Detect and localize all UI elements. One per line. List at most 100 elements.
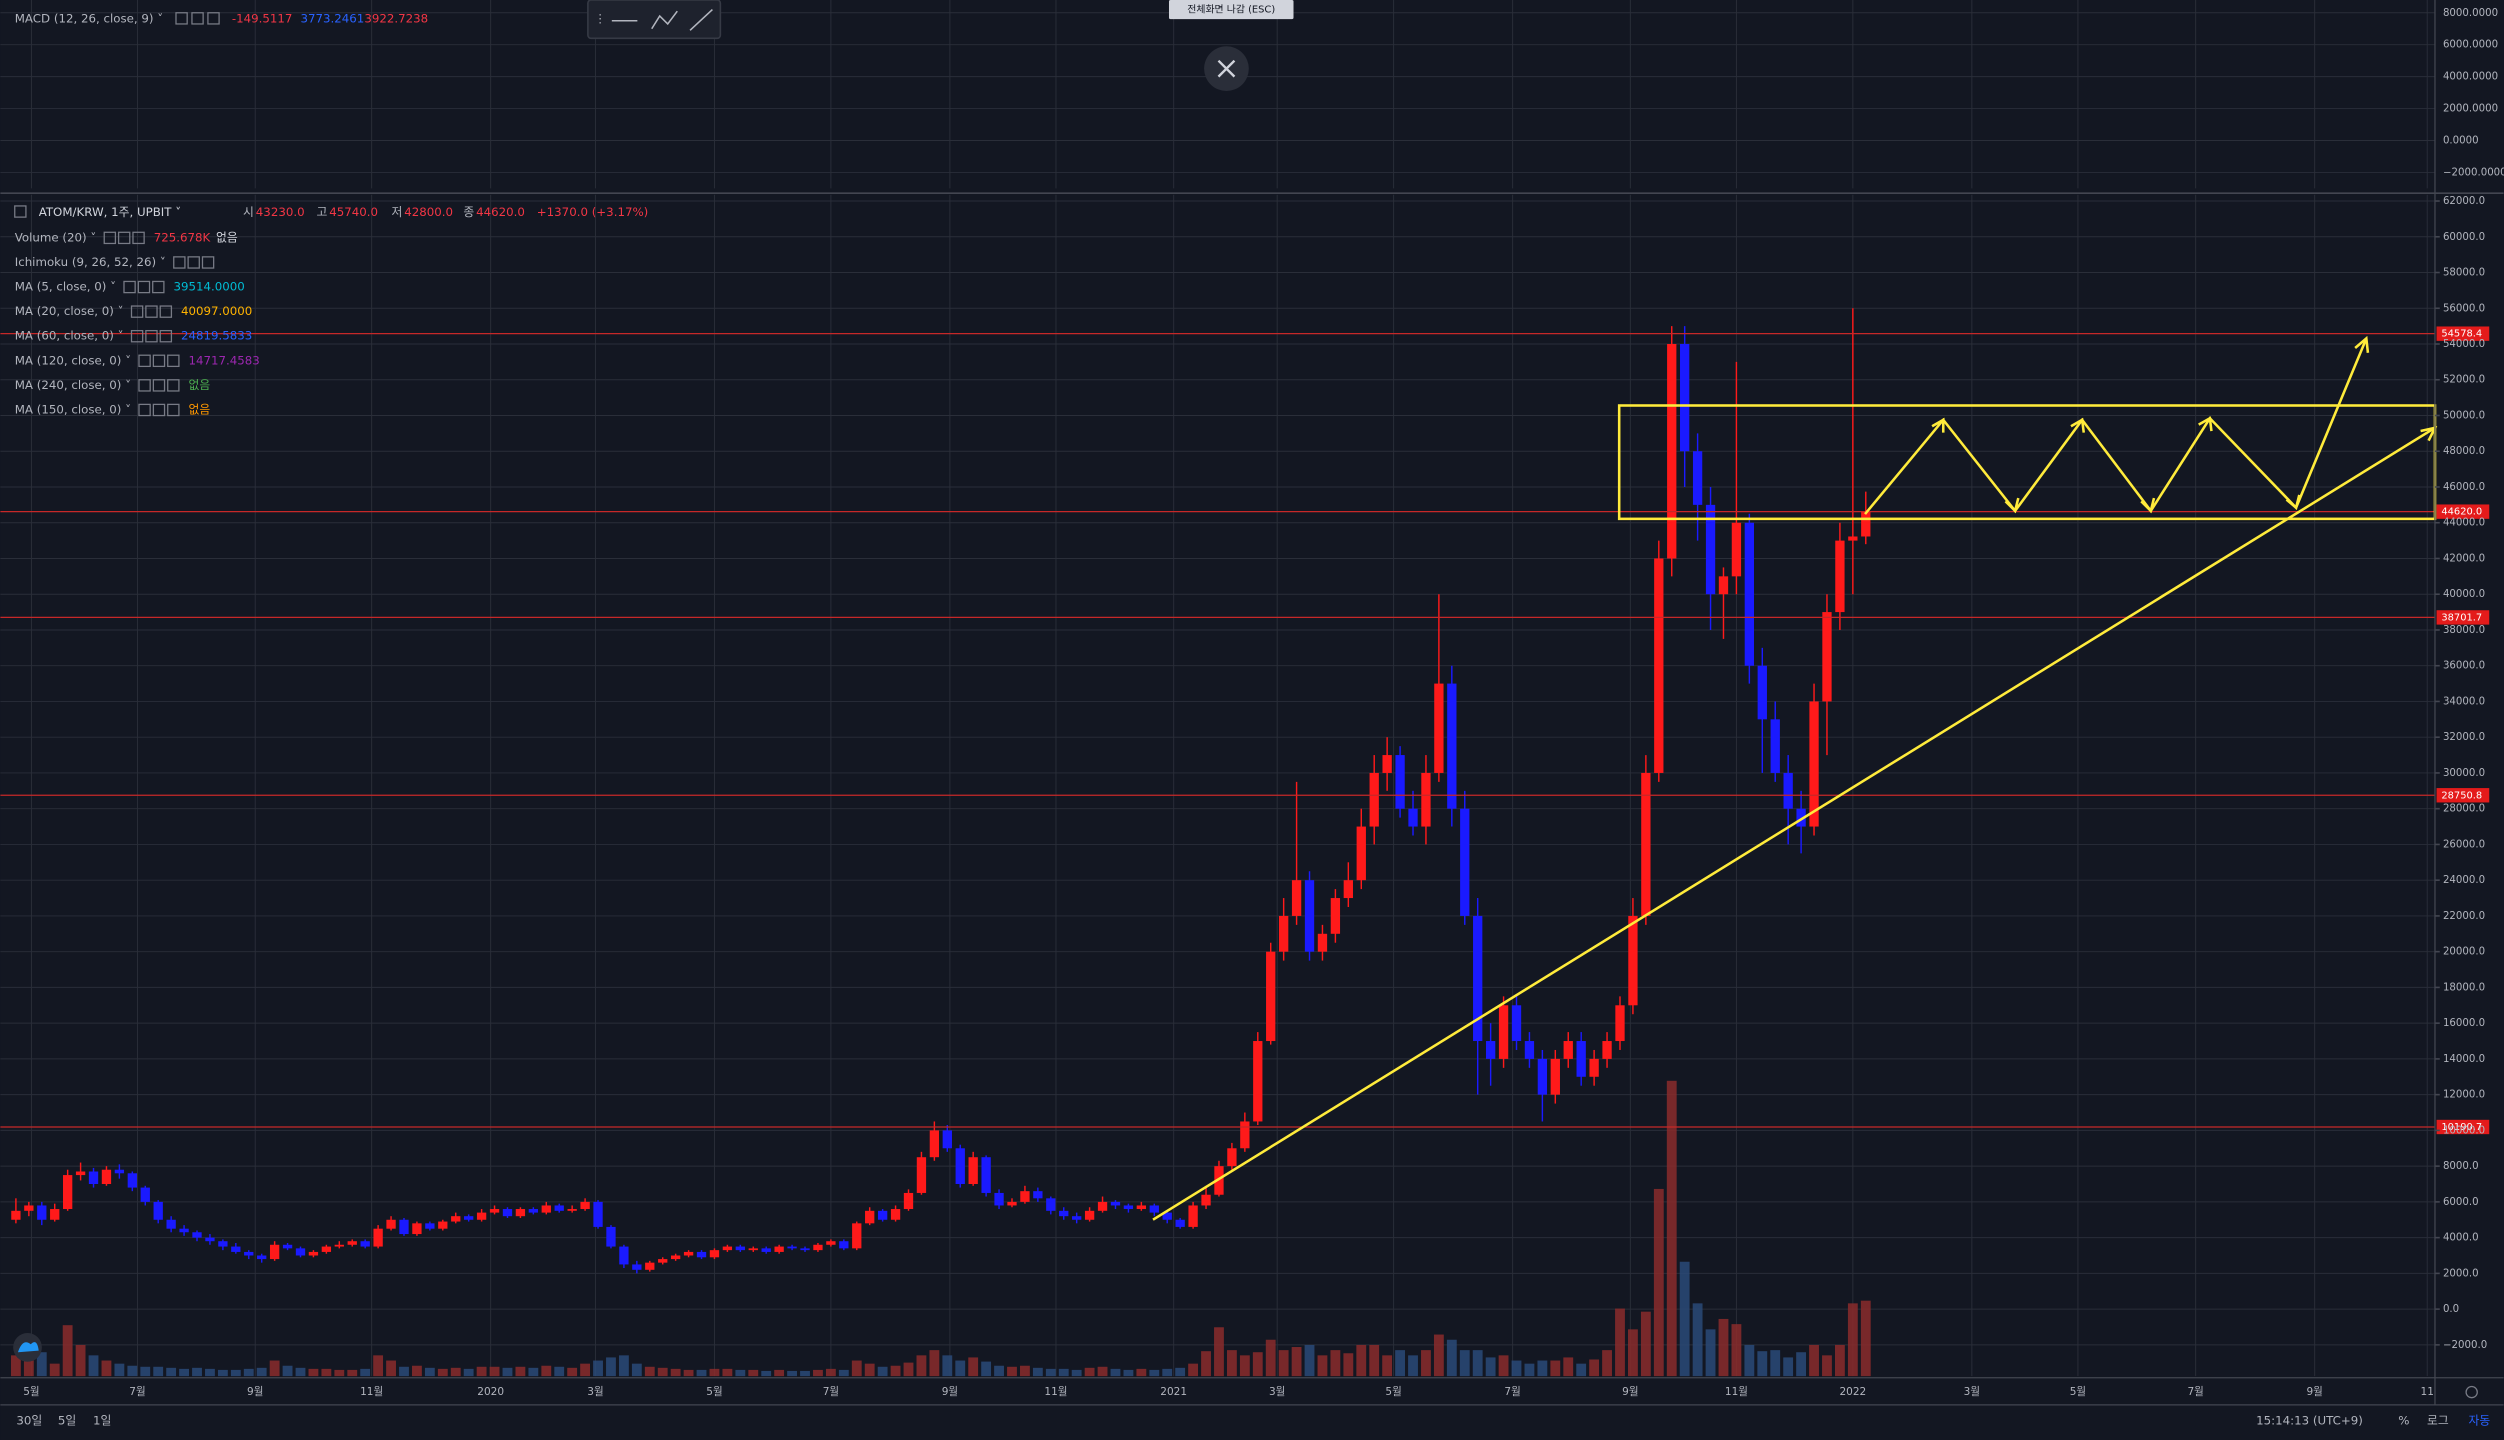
- volume-bar: [489, 1366, 500, 1377]
- candle-body: [489, 1209, 500, 1213]
- candle-body: [231, 1246, 241, 1252]
- ohlc-label: 시: [243, 205, 254, 219]
- volume-bar: [1304, 1344, 1315, 1377]
- esc-hint-bg: [1168, 0, 1294, 20]
- indicator-button[interactable]: [159, 329, 173, 343]
- volume-bar: [75, 1344, 86, 1377]
- volume-bar: [1615, 1308, 1625, 1377]
- x-tick-label: 11월: [360, 1386, 383, 1398]
- close-x[interactable]: [1217, 59, 1236, 78]
- volume-bar: [968, 1357, 979, 1377]
- indicator-button[interactable]: [103, 231, 117, 245]
- y-tick-label: 52000.0: [2443, 375, 2485, 386]
- indicator-button[interactable]: [201, 256, 215, 269]
- indicator-value: 725.678K: [154, 230, 211, 244]
- indicator-button[interactable]: [152, 354, 166, 368]
- indicator-button[interactable]: [130, 305, 144, 318]
- candle-body: [257, 1255, 267, 1260]
- candle-body: [1757, 665, 1767, 720]
- indicator-button[interactable]: [137, 280, 151, 294]
- icon-close[interactable]: [207, 12, 220, 25]
- indicator-button[interactable]: [145, 305, 158, 318]
- volume-bar: [903, 1362, 914, 1377]
- volume-bar: [399, 1366, 409, 1377]
- settings-gear[interactable]: [2465, 1385, 2478, 1399]
- volume-bar: [929, 1350, 940, 1377]
- volume-bar: [1757, 1351, 1768, 1377]
- y-tick-label: 54000.0: [2443, 339, 2485, 350]
- close-button[interactable]: [1204, 46, 1249, 91]
- candle-body: [1485, 1041, 1496, 1059]
- candle-body: [1615, 1005, 1625, 1042]
- indicator-button[interactable]: [132, 231, 145, 245]
- volume-bar: [1446, 1339, 1457, 1377]
- y-tick-label: 28000.0: [2443, 804, 2485, 815]
- range-button[interactable]: 5일: [58, 1413, 76, 1427]
- log-toggle[interactable]: 로그: [2427, 1413, 2449, 1427]
- indicator-button[interactable]: [159, 305, 173, 318]
- volume-bar: [916, 1355, 927, 1377]
- candle-body: [903, 1192, 914, 1210]
- tool-trendline[interactable]: [689, 8, 713, 31]
- y-tick-label: 0.0: [2443, 1304, 2459, 1315]
- candle-body: [1498, 1005, 1509, 1059]
- candle-body: [593, 1201, 603, 1227]
- collapse-button[interactable]: [14, 205, 27, 218]
- volume-bar: [1524, 1363, 1535, 1377]
- symbol-title: ATOM/KRW, 1주, UPBIT ˅: [39, 205, 181, 219]
- candle-body: [541, 1205, 551, 1213]
- volume-bar: [1628, 1329, 1638, 1377]
- candle-body: [1848, 536, 1858, 541]
- esc-hint[interactable]: 전체화면 나감 (ESC): [1187, 4, 1275, 16]
- arrow-head: [2070, 417, 2086, 433]
- icon-settings[interactable]: [191, 12, 204, 25]
- macd-buttons[interactable]: [175, 12, 220, 25]
- indicator-button[interactable]: [187, 256, 200, 269]
- arrow-head: [2004, 497, 2020, 514]
- indicator-button[interactable]: [152, 379, 166, 392]
- candle-body: [1744, 522, 1755, 666]
- volume-bar: [813, 1369, 823, 1377]
- indicator-button[interactable]: [123, 280, 136, 294]
- candle-body: [321, 1246, 332, 1252]
- range-button[interactable]: 30일: [16, 1413, 42, 1427]
- indicator-button[interactable]: [173, 256, 186, 269]
- macd-tick-label: −2000.0000: [2443, 167, 2504, 178]
- volume-bar: [1537, 1360, 1548, 1377]
- candle-body: [1020, 1191, 1030, 1202]
- range-button[interactable]: 1일: [93, 1413, 111, 1427]
- icon-eye[interactable]: [175, 12, 188, 25]
- candle-body: [955, 1148, 965, 1185]
- candle-body: [1149, 1205, 1159, 1213]
- tool-path[interactable]: [651, 10, 678, 30]
- indicator-button[interactable]: [138, 403, 151, 417]
- indicator-button[interactable]: [130, 329, 144, 343]
- volume-bar: [1265, 1339, 1276, 1377]
- indicator-button[interactable]: [117, 231, 131, 245]
- x-tick-label: 2022: [1839, 1386, 1866, 1398]
- indicator-button[interactable]: [167, 354, 180, 368]
- percent-toggle[interactable]: %: [2398, 1413, 2409, 1427]
- drag-handle[interactable]: ⋮: [594, 12, 606, 26]
- volume-bar: [735, 1369, 746, 1377]
- indicator-button[interactable]: [138, 354, 151, 368]
- indicator-button[interactable]: [152, 403, 166, 417]
- candle-body: [1796, 808, 1806, 827]
- candle-body: [619, 1246, 629, 1265]
- candle-body: [412, 1223, 422, 1235]
- auto-toggle[interactable]: 자동: [2468, 1413, 2490, 1427]
- indicator-button[interactable]: [138, 379, 151, 392]
- indicator-button[interactable]: [167, 403, 180, 417]
- volume-bar: [670, 1368, 681, 1377]
- indicator-button[interactable]: [145, 329, 158, 343]
- indicator-button[interactable]: [167, 379, 180, 392]
- volume-bar: [476, 1366, 487, 1377]
- x-tick-label: 9월: [1622, 1386, 1638, 1398]
- change-value: +1370.0 (+3.17%): [537, 205, 648, 219]
- y-tick-label: 6000.0: [2443, 1197, 2479, 1208]
- candle-body: [179, 1228, 189, 1233]
- candle-body: [645, 1262, 655, 1270]
- drawing-toolbar[interactable]: ⋮: [587, 0, 722, 40]
- indicator-button[interactable]: [152, 280, 165, 294]
